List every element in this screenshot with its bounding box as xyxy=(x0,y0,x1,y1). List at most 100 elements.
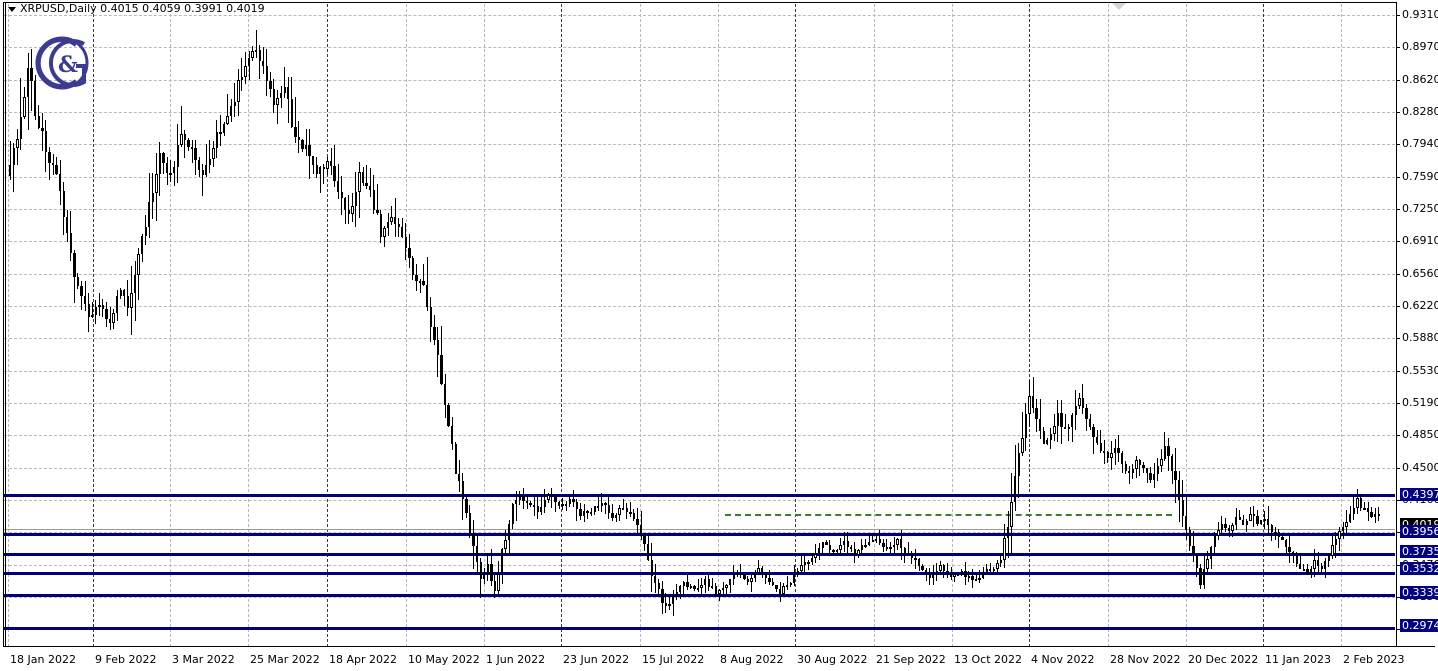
candle-body-bullish xyxy=(835,550,839,553)
candle-wick xyxy=(665,593,666,614)
price-level-support-3[interactable] xyxy=(4,572,1395,575)
candle-wick xyxy=(370,168,371,197)
candle-wick xyxy=(733,565,734,585)
chevron-down-icon[interactable] xyxy=(8,6,16,12)
candle-body-bearish xyxy=(187,140,190,148)
candle-body-bearish xyxy=(41,127,44,131)
candle-body-bullish xyxy=(1078,398,1081,406)
candle-body-bullish xyxy=(793,574,796,583)
candle-wick xyxy=(1300,552,1301,570)
candle-body-bearish xyxy=(1167,445,1170,456)
date-axis[interactable]: 18 Jan 2022 9 Feb 2022 3 Mar 2022 25 Mar 20… xyxy=(0,651,1404,671)
candle-body-bullish xyxy=(974,579,978,582)
candle-body-bearish xyxy=(853,548,857,556)
candle-wick xyxy=(423,264,424,287)
candle-wick xyxy=(391,206,392,226)
candle-body-bullish xyxy=(1046,439,1049,444)
candle-body-bearish xyxy=(625,507,628,512)
candle-body-bearish xyxy=(126,295,130,309)
candle-wick xyxy=(1065,414,1066,429)
candle-body-bullish xyxy=(1249,514,1252,521)
level-price-label[interactable]: 0.3339 xyxy=(1400,586,1438,599)
candle-body-bullish xyxy=(518,495,522,500)
candle-body-bullish xyxy=(26,67,30,97)
candle-body-bearish xyxy=(1099,442,1102,451)
price-level-resistance-1[interactable] xyxy=(4,494,1395,497)
level-price-label[interactable]: 0.3532 xyxy=(1400,562,1438,575)
candle-body-bearish xyxy=(636,519,639,525)
candle-body-bullish xyxy=(319,166,322,175)
candle-body-bullish xyxy=(718,590,721,594)
candle-body-bearish xyxy=(832,549,835,552)
candle-wick xyxy=(712,577,713,589)
price-level-support-2[interactable] xyxy=(4,553,1395,556)
price-axis[interactable]: 0.9310 0.8970 0.8620 0.8280 0.7940 0.7590 0.72… xyxy=(1396,0,1438,652)
grid-line-horizontal xyxy=(4,499,1395,501)
candle-body-bullish xyxy=(725,585,728,589)
candle-wick xyxy=(1068,423,1069,441)
candle-body-bullish xyxy=(251,51,254,59)
candle-wick xyxy=(740,564,741,579)
price-level-support-5[interactable] xyxy=(4,627,1395,630)
candle-wick xyxy=(1072,412,1073,442)
candle-body-bearish xyxy=(123,290,126,296)
candle-body-bullish xyxy=(1245,520,1249,526)
candle-body-bearish xyxy=(825,542,828,545)
price-axis-label: 0.6560 xyxy=(1402,266,1438,280)
candle-wick xyxy=(398,218,399,237)
candle-body-bullish xyxy=(173,166,176,174)
candle-body-bearish xyxy=(369,186,372,191)
plot-border-right xyxy=(1396,2,1397,647)
price-level-trend-level-green[interactable] xyxy=(725,514,1172,516)
candle-body-bearish xyxy=(771,582,775,586)
candle-body-bullish xyxy=(1356,498,1359,508)
candle-wick xyxy=(427,256,428,311)
candle-wick xyxy=(202,164,203,196)
candle-body-bearish xyxy=(376,209,379,214)
candle-body-bullish xyxy=(1338,531,1341,540)
date-axis-label: 3 Mar 2022 xyxy=(172,653,235,666)
candle-body-bearish xyxy=(557,501,561,506)
candle-wick xyxy=(1129,465,1130,485)
candle-body-bearish xyxy=(443,384,447,405)
price-tick xyxy=(1396,273,1400,275)
level-price-label[interactable]: 0.2974 xyxy=(1400,619,1438,632)
candle-body-bearish xyxy=(1366,507,1370,512)
candle-body-bullish xyxy=(279,92,283,99)
candle-wick xyxy=(562,498,563,510)
candle-body-bearish xyxy=(1149,473,1152,481)
candle-body-bullish xyxy=(230,106,233,116)
candle-body-bearish xyxy=(197,160,201,171)
date-axis-label: 4 Nov 2022 xyxy=(1031,653,1095,666)
grid-line-horizontal xyxy=(4,402,1395,404)
level-price-label[interactable]: 0.3735 xyxy=(1400,545,1438,558)
candle-wick xyxy=(1022,411,1023,456)
candle-body-bearish xyxy=(1199,567,1202,585)
chart-plot-area[interactable]: & xyxy=(4,4,1395,647)
chart-header[interactable]: XRPUSD,Daily 0.4015 0.4059 0.3991 0.4019 xyxy=(8,3,265,15)
candle-body-bearish xyxy=(1092,427,1095,438)
candle-wick xyxy=(954,572,955,582)
level-price-label[interactable]: 0.4397 xyxy=(1400,488,1438,501)
candle-body-bullish xyxy=(597,506,600,509)
price-level-support-4[interactable] xyxy=(4,594,1395,597)
grid-line-horizontal xyxy=(4,596,1395,598)
candle-wick xyxy=(1253,506,1254,527)
level-price-label[interactable]: 0.3956 xyxy=(1400,525,1438,538)
candle-wick xyxy=(587,509,588,520)
candle-body-bullish xyxy=(1021,437,1024,453)
candle-body-bullish xyxy=(119,290,122,296)
candle-body-bullish xyxy=(226,115,229,125)
candle-wick xyxy=(1293,551,1294,563)
candle-body-bullish xyxy=(1231,524,1234,532)
candle-wick xyxy=(869,533,870,546)
candle-body-bearish xyxy=(921,566,924,571)
candle-body-bearish xyxy=(924,570,928,575)
candle-wick xyxy=(680,585,681,600)
candle-body-bearish xyxy=(265,66,269,82)
candle-body-bullish xyxy=(871,540,874,543)
candle-body-bullish xyxy=(889,546,892,549)
candle-body-bearish xyxy=(743,574,746,579)
price-level-current-price-line[interactable] xyxy=(4,529,1395,530)
price-level-support-1[interactable] xyxy=(4,533,1395,536)
